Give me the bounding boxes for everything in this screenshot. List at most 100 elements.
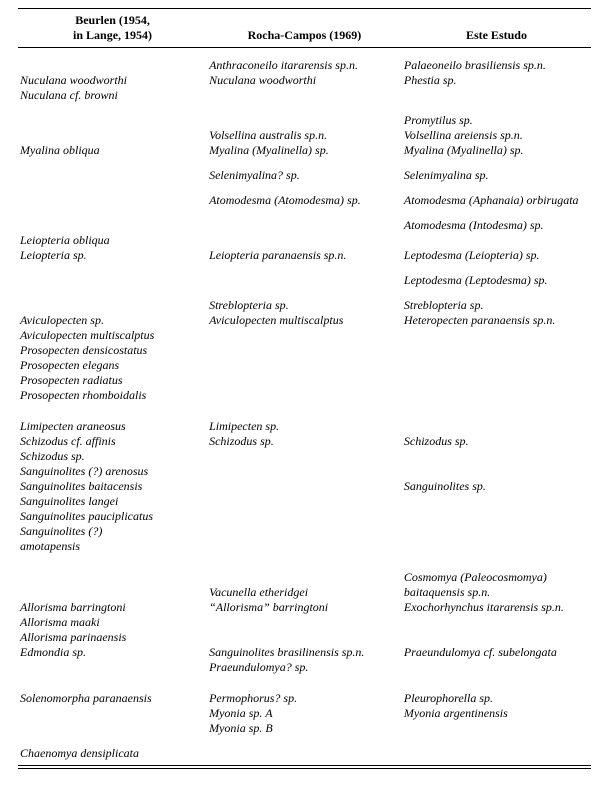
- cell: Promytilus sp.: [402, 113, 591, 128]
- table-row: Limipecten araneosus Limipecten sp.: [18, 419, 591, 434]
- table-row: Prosopecten radiatus: [18, 373, 591, 388]
- cell: Atomodesma (Aphanaia) orbirugata: [402, 193, 591, 208]
- table-row: Nuculana woodworthi Nuculana woodworthi …: [18, 73, 591, 88]
- cell: Leiopteria sp.: [18, 248, 207, 263]
- cell: Praeundulomya cf. subelongata: [402, 645, 591, 660]
- cell: “Allorisma” barringtoni: [207, 600, 402, 615]
- cell: Leptodesma (Leiopteria) sp.: [402, 248, 591, 263]
- cell: Myalina (Myalinella) sp.: [402, 143, 591, 158]
- cell: Myonia sp. A: [207, 706, 402, 721]
- header-col1-l1: Beurlen (1954,: [75, 13, 150, 27]
- table-row: Atomodesma (Intodesma) sp.: [18, 218, 591, 233]
- cell: Volsellina australis sp.n.: [207, 128, 402, 143]
- table-row: Praeundulomya? sp.: [18, 660, 591, 675]
- table-row: Allorisma barringtoni “Allorisma” barrin…: [18, 600, 591, 615]
- cell: Volsellina areiensis sp.n.: [402, 128, 591, 143]
- cell: Myalina (Myalinella) sp.: [207, 143, 402, 158]
- table-row: Leiopteria obliqua: [18, 233, 591, 248]
- cell: Myonia sp. B: [207, 721, 402, 736]
- cell: Prosopecten elegans: [18, 358, 207, 373]
- cell: Sanguinolites brasilinensis sp.n.: [207, 645, 402, 660]
- cell: Leiopteria paranaensis sp.n.: [207, 248, 402, 263]
- table-row: Schizodus sp.: [18, 449, 591, 464]
- cell: Sanguinolites langei: [18, 494, 207, 509]
- cell: Edmondia sp.: [18, 645, 207, 660]
- table-row: Allorisma parinaensis: [18, 630, 591, 645]
- cell: Heteropecten paranaensis sp.n.: [402, 313, 591, 328]
- cell: Aviculopecten multiscalptus: [18, 328, 207, 343]
- table-row: Leiopteria sp. Leiopteria paranaensis sp…: [18, 248, 591, 263]
- table-row: Atomodesma (Atomodesma) sp. Atomodesma (…: [18, 193, 591, 208]
- cell: Atomodesma (Intodesma) sp.: [402, 218, 591, 233]
- cell: Sanguinolites sp.: [402, 479, 591, 494]
- cell: Anthraconeilo itararensis sp.n.: [207, 58, 402, 73]
- table-row: Leptodesma (Leptodesma) sp.: [18, 273, 591, 288]
- cell: Schizodus sp.: [402, 434, 591, 449]
- cell: Limipecten araneosus: [18, 419, 207, 434]
- table-row: Nuculana cf. browni: [18, 88, 591, 103]
- table-row: Sanguinolites pauciplicatus: [18, 509, 591, 524]
- table-row: Streblopteria sp. Streblopteria sp.: [18, 298, 591, 313]
- table-row: Edmondia sp. Sanguinolites brasilinensis…: [18, 645, 591, 660]
- cell: Sanguinolites (?): [18, 524, 207, 539]
- table-row: Aviculopecten sp. Aviculopecten multisca…: [18, 313, 591, 328]
- table-row: Sanguinolites baitacensis Sanguinolites …: [18, 479, 591, 494]
- cell: Palaeoneilo brasiliensis sp.n.: [402, 58, 591, 73]
- cell: Aviculopecten multiscalptus: [207, 313, 402, 328]
- table-row: Selenimyalina? sp. Selenimyalina sp.: [18, 168, 591, 183]
- cell: Myonia argentinensis: [402, 706, 591, 721]
- cell: Solenomorpha paranaensis: [18, 691, 207, 706]
- cell: Sanguinolites pauciplicatus: [18, 509, 207, 524]
- cell: Phestia sp.: [402, 73, 591, 88]
- table-row: Vacunella etheridgei baitaquensis sp.n.: [18, 585, 591, 600]
- cell: Leiopteria obliqua: [18, 233, 207, 248]
- header-col1: Beurlen (1954, in Lange, 1954): [18, 11, 207, 48]
- cell: Chaenomya densiplicata: [18, 746, 207, 761]
- cell: Limipecten sp.: [207, 419, 402, 434]
- table-row: Cosmomya (Paleocosmomya): [18, 570, 591, 585]
- cell: Sanguinolites baitacensis: [18, 479, 207, 494]
- table-row: Schizodus cf. affinis Schizodus sp. Schi…: [18, 434, 591, 449]
- table-row: Myonia sp. A Myonia argentinensis: [18, 706, 591, 721]
- cell: Cosmomya (Paleocosmomya): [402, 570, 591, 585]
- table-row: Aviculopecten multiscalptus: [18, 328, 591, 343]
- cell: Nuculana cf. browni: [18, 88, 207, 103]
- cell: Schizodus cf. affinis: [18, 434, 207, 449]
- table-row: Promytilus sp.: [18, 113, 591, 128]
- cell: Selenimyalina? sp.: [207, 168, 402, 183]
- table-row: Solenomorpha paranaensis Permophorus? sp…: [18, 691, 591, 706]
- table-row: Sanguinolites (?) arenosus: [18, 464, 591, 479]
- table-row: Anthraconeilo itararensis sp.n. Palaeone…: [18, 58, 591, 73]
- cell: Sanguinolites (?) arenosus: [18, 464, 207, 479]
- table-row: Myonia sp. B: [18, 721, 591, 736]
- cell: amotapensis: [18, 539, 207, 554]
- table-row: Volsellina australis sp.n. Volsellina ar…: [18, 128, 591, 143]
- cell: baitaquensis sp.n.: [402, 585, 591, 600]
- cell: Streblopteria sp.: [207, 298, 402, 313]
- cell: Vacunella etheridgei: [207, 585, 402, 600]
- cell: Schizodus sp.: [207, 434, 402, 449]
- header-col2: Rocha-Campos (1969): [207, 11, 402, 48]
- table-row: Chaenomya densiplicata: [18, 746, 591, 761]
- table-row: Sanguinolites langei: [18, 494, 591, 509]
- header-col1-l2: in Lange, 1954): [73, 28, 152, 42]
- table-row: Prosopecten densicostatus: [18, 343, 591, 358]
- table-row: Prosopecten elegans: [18, 358, 591, 373]
- cell: Permophorus? sp.: [207, 691, 402, 706]
- cell: Exochorhynchus itararensis sp.n.: [402, 600, 591, 615]
- header-col3: Este Estudo: [402, 11, 591, 48]
- table-row: Prosopecten rhomboidalis: [18, 388, 591, 403]
- cell: Aviculopecten sp.: [18, 313, 207, 328]
- cell: Nuculana woodworthi: [207, 73, 402, 88]
- cell: Prosopecten densicostatus: [18, 343, 207, 358]
- cell: Allorisma parinaensis: [18, 630, 207, 645]
- cell: Leptodesma (Leptodesma) sp.: [402, 273, 591, 288]
- cell: Allorisma barringtoni: [18, 600, 207, 615]
- cell: Myalina obliqua: [18, 143, 207, 158]
- cell: Prosopecten radiatus: [18, 373, 207, 388]
- cell: Streblopteria sp.: [402, 298, 591, 313]
- table-row: Allorisma maaki: [18, 615, 591, 630]
- table-row: Sanguinolites (?): [18, 524, 591, 539]
- cell: Allorisma maaki: [18, 615, 207, 630]
- cell: Pleurophorella sp.: [402, 691, 591, 706]
